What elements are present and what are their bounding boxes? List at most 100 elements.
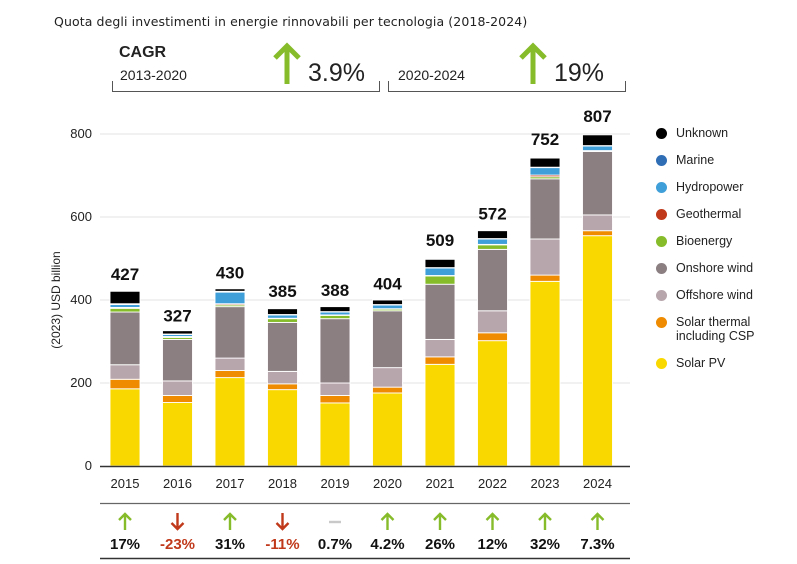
bar-segment-onshore-wind	[162, 338, 193, 382]
x-tick-label: 2018	[268, 476, 297, 491]
bar-segment-solar-thermal-including-csp	[267, 383, 298, 391]
bar-segment-unknown	[529, 157, 561, 168]
cagr-period-1: 2013-2020	[120, 67, 187, 83]
bar-total-label: 430	[216, 264, 244, 283]
bar-stack-2022	[477, 230, 508, 467]
bar-segment-onshore-wind	[267, 321, 298, 372]
bar-segment-offshore-wind	[319, 382, 351, 396]
growth-arrow-up-icon	[118, 512, 132, 530]
x-tick-label: 2017	[216, 476, 245, 491]
cagr-value-2: 19%	[554, 59, 605, 87]
growth-value: 0.7%	[318, 536, 352, 553]
y-tick-label: 200	[70, 375, 92, 390]
bar-segment-onshore-wind	[529, 178, 561, 240]
bar-segment-solar-thermal-including-csp	[214, 370, 246, 379]
legend-label: Hydropower	[676, 180, 744, 194]
bar-segment-solar-pv	[109, 388, 141, 467]
y-tick-label: 800	[70, 126, 92, 141]
legend-swatch-icon	[656, 209, 667, 220]
bar-segment-onshore-wind	[109, 311, 141, 366]
bar-segment-solar-pv	[424, 363, 456, 467]
bar-stack-2021	[424, 258, 456, 467]
bar-segment-hydropower	[477, 238, 508, 245]
legend-swatch-icon	[656, 182, 667, 193]
bar-stack-2019	[319, 306, 351, 467]
legend-swatch-icon	[656, 290, 667, 301]
growth-arrow-up-icon	[538, 512, 552, 530]
x-tick-label: 2015	[111, 476, 140, 491]
growth-arrow-up-icon	[485, 512, 500, 530]
bar-segment-offshore-wind	[424, 338, 456, 358]
bar-total-label: 327	[163, 306, 191, 325]
x-tick-label: 2019	[321, 476, 350, 491]
growth-arrow-down-icon	[275, 513, 290, 531]
bar-segment-offshore-wind	[214, 357, 246, 372]
y-axis-label: (2023) USD billion	[49, 251, 63, 348]
bar-segment-offshore-wind	[372, 367, 403, 388]
cagr-arrow-up-icon-2	[519, 42, 547, 84]
bar-segment-offshore-wind	[477, 310, 508, 334]
bar-segment-hydropower	[424, 267, 456, 276]
bar-segment-solar-pv	[214, 377, 246, 467]
bar-segment-unknown	[582, 134, 613, 147]
legend-item-hydropower: Hydropower	[656, 180, 755, 207]
bar-segment-solar-pv	[582, 235, 613, 467]
bar-segment-onshore-wind	[214, 306, 246, 359]
bar-segment-unknown	[214, 288, 246, 292]
bar-segment-hydropower	[529, 167, 561, 176]
bar-segment-offshore-wind	[529, 238, 561, 276]
y-tick-label: 400	[70, 292, 92, 307]
bar-total-label: 404	[373, 274, 402, 293]
legend-item-solar-pv: Solar PV	[656, 356, 755, 383]
growth-value: 12%	[477, 536, 507, 553]
bar-segment-solar-thermal-including-csp	[529, 274, 561, 282]
bar-segment-solar-thermal-including-csp	[162, 395, 193, 403]
bar-segment-solar-thermal-including-csp	[582, 230, 613, 237]
bar-stack-2018	[267, 308, 298, 467]
cagr-period-2: 2020-2024	[398, 67, 465, 83]
bar-total-label: 572	[478, 205, 506, 224]
bar-segment-hydropower	[214, 291, 246, 305]
legend-swatch-icon	[656, 317, 667, 328]
bar-segment-solar-thermal-including-csp	[319, 395, 351, 404]
legend-item-offshore-wind: Offshore wind	[656, 288, 755, 315]
growth-arrow-up-icon	[590, 512, 605, 530]
legend-swatch-icon	[656, 358, 667, 369]
bar-total-label: 427	[111, 265, 139, 284]
bar-segment-offshore-wind	[267, 370, 298, 385]
growth-value: 32%	[530, 536, 560, 553]
growth-arrow-up-icon	[433, 512, 447, 530]
bar-segment-solar-pv	[319, 402, 351, 467]
cagr-bracket-1	[112, 81, 380, 92]
legend-swatch-icon	[656, 236, 667, 247]
bar-segment-unknown	[372, 299, 403, 306]
legend-label: Bioenergy	[676, 234, 733, 248]
growth-value: 4.2%	[370, 536, 404, 553]
legend-item-marine: Marine	[656, 153, 755, 180]
cagr-arrow-up-icon-1	[273, 42, 301, 84]
bar-segment-hydropower	[372, 304, 403, 310]
bar-segment-bioenergy	[477, 244, 508, 250]
bar-segment-bioenergy	[267, 318, 298, 323]
legend-item-solar-thermal-including-csp: Solar thermal including CSP	[656, 315, 755, 356]
legend-item-bioenergy: Bioenergy	[656, 234, 755, 261]
legend-swatch-icon	[656, 155, 667, 166]
growth-value: -11%	[265, 536, 299, 553]
bar-stack-2016	[162, 330, 193, 467]
bar-segment-unknown	[477, 230, 508, 240]
legend-label: Solar thermal including CSP	[676, 315, 755, 343]
x-tick-label: 2021	[426, 476, 455, 491]
bar-stack-2023	[529, 157, 561, 467]
bar-stack-2024	[582, 134, 613, 467]
growth-value: 31%	[215, 536, 245, 553]
legend-label: Onshore wind	[676, 261, 754, 275]
legend-label: Solar PV	[676, 356, 726, 370]
bar-segment-offshore-wind	[109, 364, 141, 380]
x-tick-label: 2016	[163, 476, 192, 491]
bar-total-label: 509	[426, 231, 454, 250]
legend-item-unknown: Unknown	[656, 126, 755, 153]
growth-value: 26%	[425, 536, 455, 553]
bar-segment-solar-thermal-including-csp	[109, 378, 141, 390]
legend-label: Unknown	[676, 126, 729, 140]
